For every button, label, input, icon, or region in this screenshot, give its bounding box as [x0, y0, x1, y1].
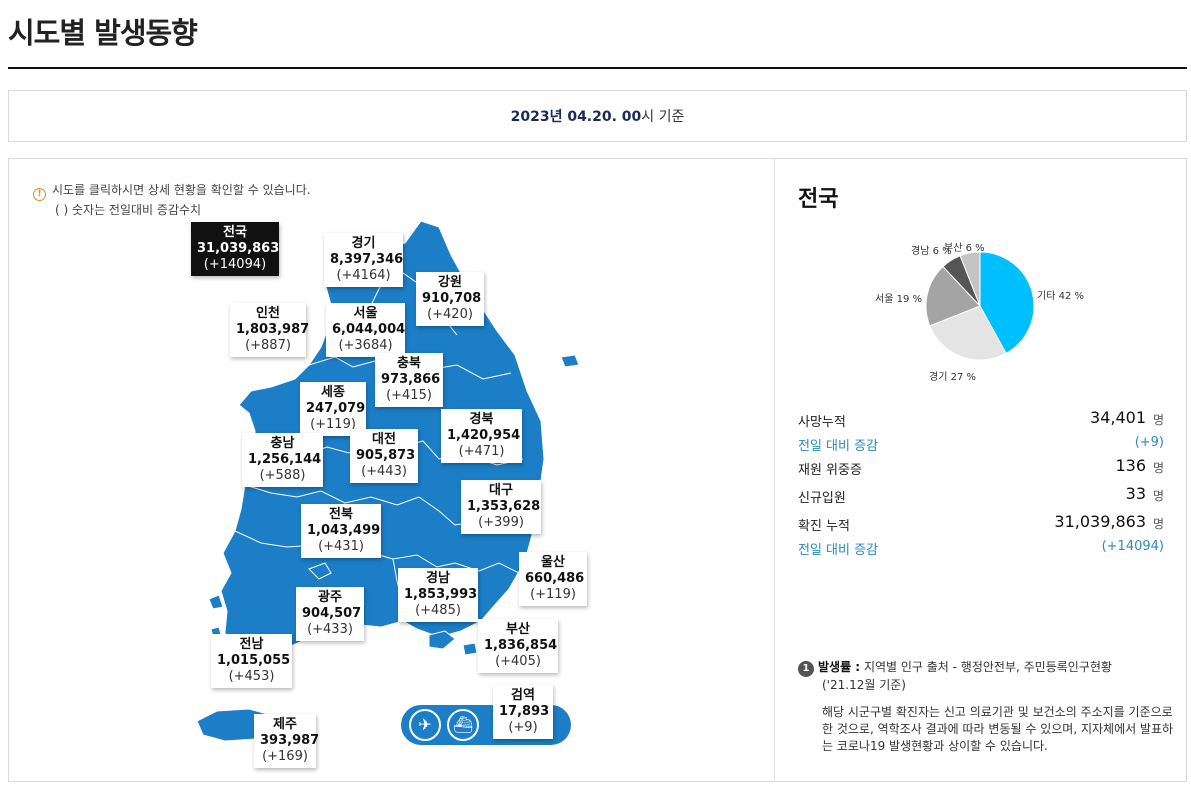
pie-chart [925, 251, 1035, 361]
note-source-date: ('21.12월 기준) [822, 678, 906, 692]
region-gyeongnam[interactable]: 경남 1,853,993 (+485) [398, 568, 478, 622]
region-national[interactable]: 전국 31,039,863 (+14094) [191, 222, 279, 276]
region-quarantine[interactable]: 검역 17,893 (+9) [493, 685, 553, 739]
note-title: 발생률 : [818, 660, 861, 674]
notice-line-1: 시도를 클릭하시면 상세 현황을 확인할 수 있습니다. [52, 183, 311, 197]
region-jeonbuk[interactable]: 전북 1,043,499 (+431) [301, 504, 381, 558]
region-sejong[interactable]: 세종 247,079 (+119) [300, 382, 366, 436]
pie-label-gyeonggi: 경기 27 % [929, 372, 976, 383]
stat-row-deaths-delta: 전일 대비 증감 (+9) [798, 435, 1164, 454]
stat-row-critical: 재원 위중증 136 명 [798, 456, 1164, 478]
region-daejeon[interactable]: 대전 905,873 (+443) [350, 429, 418, 483]
side-title: 전국 [798, 187, 839, 212]
stat-row-confirmed: 확진 누적 31,039,863 명 [798, 512, 1164, 534]
title-divider [8, 67, 1187, 69]
note-number-badge: 1 [798, 661, 814, 677]
incidence-note: 1 발생률 : 지역별 인구 출처 - 행정안전부, 주민등록인구현황 ('21.… [798, 659, 1178, 755]
note-source: 지역별 인구 출처 - 행정안전부, 주민등록인구현황 [863, 660, 1112, 674]
region-chungbuk[interactable]: 충북 973,866 (+415) [375, 353, 443, 407]
region-jeonnam[interactable]: 전남 1,015,055 (+453) [211, 634, 292, 688]
region-daegu[interactable]: 대구 1,353,628 (+399) [461, 480, 541, 534]
main-panel: ! 시도를 클릭하시면 상세 현황을 확인할 수 있습니다. ( ) 숫자는 전일… [8, 158, 1187, 782]
pie-label-etc: 기타 42 % [1037, 291, 1084, 302]
ulleung-shape[interactable] [560, 354, 580, 368]
stat-row-admissions: 신규입원 33 명 [798, 484, 1164, 506]
pie-label-seoul: 서울 19 % [875, 294, 922, 305]
region-gyeongbuk[interactable]: 경북 1,420,954 (+471) [441, 409, 522, 463]
region-gwangju[interactable]: 광주 904,507 (+433) [296, 587, 364, 641]
region-busan[interactable]: 부산 1,836,854 (+405) [478, 619, 558, 673]
date-banner: 2023년 04.20. 00 시 기준 [8, 90, 1187, 142]
page-title: 시도별 발생동향 [8, 16, 198, 50]
info-icon: ! [33, 188, 46, 201]
date-suffix: 시 기준 [641, 109, 685, 125]
region-seoul[interactable]: 서울 6,044,004 (+3684) [326, 303, 405, 357]
region-gangwon[interactable]: 강원 910,708 (+420) [416, 272, 484, 326]
date-value: 2023년 04.20. 00 [510, 109, 642, 125]
pie-slice-seoul [925, 265, 981, 327]
pie-slice-gyeonggi [929, 305, 1007, 361]
pie-slice-etc [979, 251, 1035, 355]
region-ulsan[interactable]: 울산 660,486 (+119) [519, 552, 587, 606]
notice-line-2: ( ) 숫자는 전일대비 증감수치 [55, 203, 202, 217]
stat-row-deaths: 사망누적 34,401 명 [798, 408, 1164, 430]
stat-row-confirmed-delta: 전일 대비 증감 (+14094) [798, 539, 1164, 558]
airplane-icon[interactable]: ✈ [409, 709, 441, 741]
pie-label-busan: 부산 6 % [944, 243, 985, 254]
region-gyeonggi[interactable]: 경기 8,397,346 (+4164) [324, 233, 403, 287]
region-jeju[interactable]: 제주 393,987 (+169) [254, 714, 319, 768]
region-incheon[interactable]: 인천 1,803,987 (+887) [230, 303, 309, 357]
region-chungnam[interactable]: 충남 1,256,144 (+588) [242, 433, 323, 487]
stats-table: 사망누적 34,401 명 전일 대비 증감 (+9) 재원 위중증 136 명… [798, 407, 1164, 559]
note-body: 해당 시군구별 확진자는 신고 의료기관 및 보건소의 주소지를 기준으로 한 … [822, 705, 1174, 753]
pie-label-gyeongnam: 경남 6 % [911, 246, 952, 257]
south-islands-shape[interactable] [428, 630, 478, 656]
panel-divider [774, 159, 775, 781]
map-notice: ! 시도를 클릭하시면 상세 현황을 확인할 수 있습니다. ( ) 숫자는 전일… [33, 181, 311, 220]
ship-icon[interactable]: ⛴ [447, 709, 479, 741]
pie-slice-busan [959, 251, 981, 307]
